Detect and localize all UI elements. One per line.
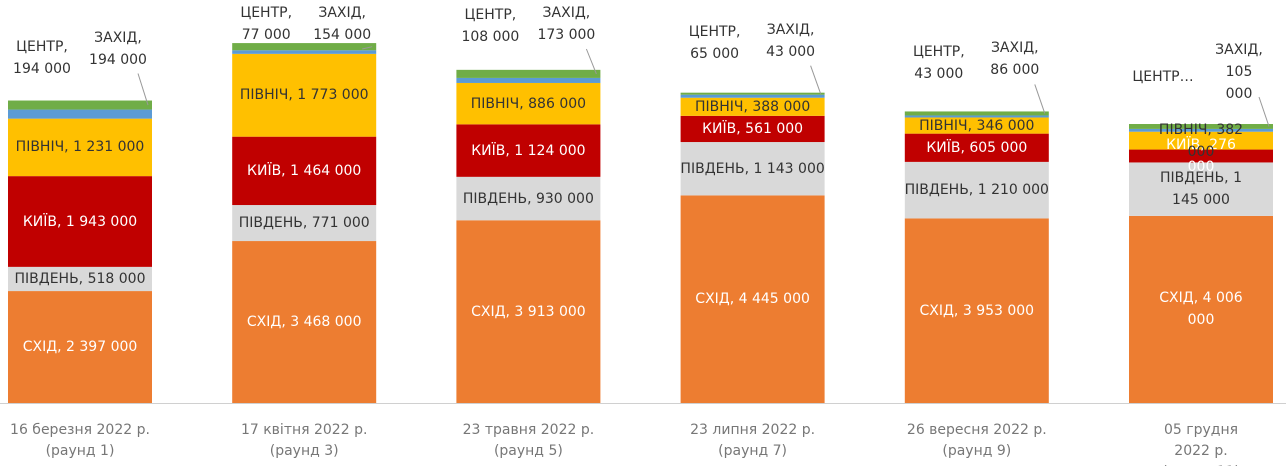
bar-segment: [680, 195, 825, 403]
bar-segment: [680, 142, 825, 196]
data-label: ЗАХІД, 154 000: [313, 5, 372, 43]
x-tick-label: 05 грудня 2022 р. (раунд 11): [1162, 422, 1240, 466]
bar-segment: [456, 220, 601, 403]
bar-segment: [232, 50, 377, 54]
bar-segment: [232, 205, 377, 242]
data-label: ЗАХІД, 105 000: [1215, 42, 1263, 102]
data-label: ПІВДЕНЬ, 1 210 000: [904, 182, 1049, 199]
bar-segment: [904, 161, 1049, 219]
x-tick-label: 23 липня 2022 р. (раунд 7): [690, 422, 816, 459]
bar-segment: [8, 266, 152, 292]
leader-line: [137, 73, 149, 106]
data-label: ПІВДЕНЬ, 1 145 000: [1160, 170, 1242, 209]
bar-segment: [680, 94, 825, 98]
data-label: ЦЕНТР, 43 000: [912, 44, 965, 83]
data-label: ЦЕНТР, 108 000: [461, 6, 520, 45]
bar-segment: [904, 111, 1049, 116]
data-label: ПІВНІЧ, 1 231 000: [15, 139, 145, 156]
data-label: ЗАХІД, 194 000: [89, 29, 147, 68]
leader-line: [585, 48, 597, 75]
data-label: ПІВНІЧ, 382 000: [1158, 121, 1244, 160]
data-label: ПІВДЕНЬ, 930 000: [462, 190, 594, 207]
data-label: ЦЕНТР, 77 000: [240, 5, 293, 43]
x-tick-label: 23 травня 2022 р. (раунд 5): [462, 422, 595, 459]
bar-segment: [8, 100, 152, 110]
bar-segment: [456, 69, 601, 78]
bar-segment: [904, 117, 1049, 134]
data-label: СХІД, 3 468 000: [246, 314, 362, 331]
data-label: ЗАХІД, 43 000: [766, 21, 816, 60]
bar-segment: [456, 176, 601, 221]
bar-segment: [1129, 131, 1273, 150]
data-label: ПІВДЕНЬ, 518 000: [14, 270, 146, 287]
data-label: ПІВДЕНЬ, 771 000: [238, 215, 370, 232]
bar-segment: [456, 124, 601, 177]
bar-segment: [232, 241, 377, 403]
bar-segment: [232, 53, 377, 137]
bar-segment: [232, 43, 377, 51]
data-label: ПІВНІЧ, 346 000: [919, 117, 1035, 134]
bar-segment: [456, 77, 601, 83]
leader-line: [810, 65, 822, 94]
data-label: СХІД, 4 445 000: [695, 291, 810, 308]
x-tick-label: 16 березня 2022 р. (раунд 1): [10, 422, 150, 459]
leader-line: [1034, 84, 1046, 114]
data-label: ЦЕНТР…: [1132, 68, 1194, 85]
data-label: ЦЕНТР, 65 000: [688, 23, 741, 62]
bar-segment: [1129, 124, 1273, 129]
data-label: ПІВНІЧ, 388 000: [694, 98, 811, 115]
bar-segment: [456, 82, 601, 125]
bar-segment: [1129, 128, 1273, 132]
bar-segment: [680, 92, 825, 95]
data-label: КИЇВ, 605 000: [926, 139, 1028, 156]
bar-segment: [8, 176, 152, 267]
x-tick-label: 26 вересня 2022 р. (раунд 9): [906, 422, 1047, 459]
bar-segment: [8, 291, 152, 403]
data-label: КИЇВ, 276 000: [1166, 137, 1236, 175]
bar-segment: [8, 109, 152, 119]
data-label: КИЇВ, 1 943 000: [22, 213, 138, 230]
x-tick-label: 17 квітня 2022 р. (раунд 3): [240, 422, 368, 459]
leader-line: [362, 46, 373, 50]
data-label: СХІД, 3 913 000: [471, 303, 586, 320]
data-label: СХІД, 2 397 000: [22, 339, 138, 356]
bar-segment: [680, 115, 825, 143]
bar-segment: [680, 97, 825, 116]
data-label: ПІВДЕНЬ, 1 143 000: [680, 160, 825, 177]
data-label: КИЇВ, 561 000: [702, 120, 804, 137]
bar-segment: [904, 218, 1049, 403]
bar-segment: [232, 136, 377, 206]
bar-segment: [1129, 162, 1273, 216]
data-label: ПІВНІЧ, 1 773 000: [239, 87, 369, 104]
data-label: КИЇВ, 1 464 000: [247, 162, 362, 179]
data-label: СХІД, 4 006 000: [1159, 290, 1243, 329]
bar-segment: [1129, 149, 1273, 163]
data-label: ЗАХІД, 173 000: [537, 5, 596, 43]
bar-segment: [8, 118, 152, 177]
data-label: КИЇВ, 1 124 000: [471, 142, 586, 159]
data-label: ЗАХІД, 86 000: [990, 40, 1040, 79]
data-label: ПІВНІЧ, 886 000: [470, 95, 587, 112]
bar-segment: [904, 115, 1049, 118]
leader-line: [1258, 96, 1270, 127]
bar-segment: [904, 133, 1049, 162]
data-label: СХІД, 3 953 000: [919, 302, 1035, 319]
data-label: ЦЕНТР, 194 000: [13, 38, 71, 77]
bar-segment: [1129, 215, 1273, 403]
